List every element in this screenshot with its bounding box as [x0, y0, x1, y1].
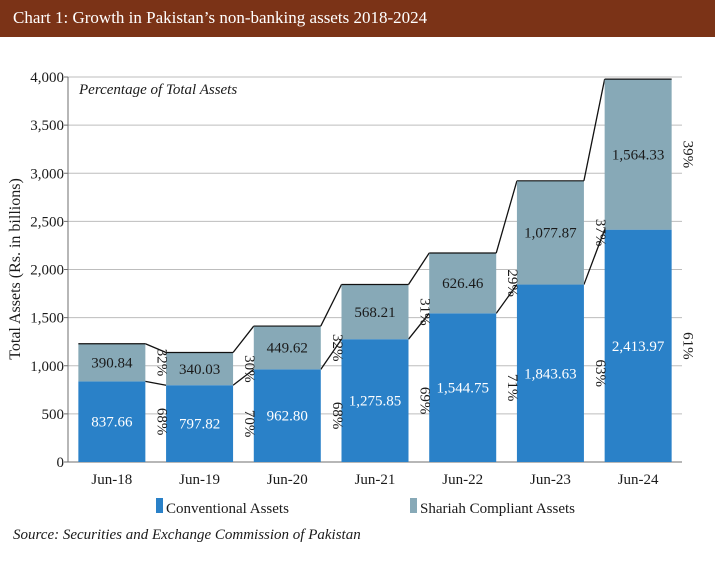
conventional-trend-line: [583, 229, 606, 285]
percent-label-conventional: 63%: [592, 360, 608, 388]
legend-label-shariah: Shariah Compliant Assets: [420, 501, 575, 517]
percent-label-shariah: 37%: [592, 219, 608, 247]
total-trend-line: [232, 325, 255, 353]
conventional-trend-line: [407, 312, 430, 340]
y-axis-title: Total Assets (Rs. in billions): [7, 178, 24, 360]
x-category-label: Jun-19: [179, 472, 220, 488]
conventional-trend-line: [495, 284, 518, 314]
y-tick-label: 2,500: [30, 214, 64, 230]
percent-label-conventional: 68%: [329, 402, 345, 430]
y-tick-label: 1,500: [30, 311, 64, 327]
percent-label-conventional: 70%: [241, 410, 257, 438]
bar-conventional: [516, 284, 584, 462]
x-category-label: Jun-20: [267, 472, 308, 488]
bar-conventional: [78, 381, 146, 462]
y-tick-label: 3,000: [30, 166, 64, 182]
x-category-label: Jun-18: [91, 472, 132, 488]
chart-header: Chart 1: Growth in Pakistan’s non-bankin…: [0, 0, 715, 37]
value-label-shariah: 449.62: [267, 341, 308, 357]
total-trend-line: [583, 78, 606, 181]
value-label-conventional: 962.80: [267, 409, 308, 425]
bar-shariah: [516, 180, 584, 285]
legend: Conventional Assets Shariah Compliant As…: [156, 498, 575, 517]
percent-label-shariah: 39%: [680, 141, 696, 169]
chart-title: Chart 1: Growth in Pakistan’s non-bankin…: [13, 8, 428, 27]
x-category-label: Jun-24: [618, 472, 659, 488]
value-label-shariah: 568.21: [354, 305, 395, 321]
total-trend-line: [407, 252, 430, 285]
trend-lines: [145, 78, 606, 386]
x-category-label: Jun-21: [355, 472, 396, 488]
x-category-label: Jun-23: [530, 472, 571, 488]
chart-annotation: Percentage of Total Assets: [78, 82, 237, 98]
value-label-shariah: 340.03: [179, 362, 220, 378]
value-label-conventional: 1,843.63: [524, 366, 577, 382]
bar-shariah: [253, 326, 321, 370]
value-label-conventional: 2,413.97: [612, 339, 665, 355]
bar-shariah: [341, 284, 409, 340]
percent-label-conventional: 71%: [504, 374, 520, 402]
value-label-shariah: 1,077.87: [524, 226, 577, 242]
y-tick-label: 2,000: [30, 263, 64, 279]
percent-label-shariah: 29%: [504, 269, 520, 297]
total-trend-line: [495, 180, 518, 254]
x-category-label: Jun-22: [442, 472, 483, 488]
bar-conventional: [341, 339, 409, 462]
bar-conventional: [604, 229, 672, 462]
total-trend-line: [320, 284, 343, 327]
percent-label-conventional: 69%: [417, 387, 433, 415]
bar-conventional: [429, 313, 497, 462]
percent-label-shariah: 31%: [417, 298, 433, 326]
bar-conventional: [166, 385, 234, 462]
value-label-conventional: 1,275.85: [349, 394, 402, 410]
percent-label-shariah: 32%: [329, 334, 345, 362]
value-label-shariah: 1,564.33: [612, 147, 665, 163]
conventional-trend-line: [320, 338, 343, 370]
legend-swatch-shariah: [410, 498, 417, 513]
legend-swatch-conventional: [156, 498, 163, 513]
percent-label-shariah: 30%: [241, 355, 257, 383]
value-label-conventional: 1,544.75: [436, 381, 489, 397]
percent-label-shariah: 32%: [153, 349, 169, 377]
conventional-trend-line: [145, 380, 167, 386]
bar-shariah: [429, 253, 497, 314]
bar-shariah: [166, 352, 234, 386]
percent-label-conventional: 61%: [680, 332, 696, 360]
y-tick-label: 0: [57, 455, 65, 471]
bar-conventional: [253, 369, 321, 462]
data-labels: 837.66 390.84 68% 32% Jun-18 797.82 340.03 70% 3…: [91, 141, 695, 488]
y-tick-label: 1,000: [30, 359, 64, 375]
bar-shariah: [78, 343, 146, 382]
bar-shariah: [604, 79, 672, 230]
y-tick-label: 4,000: [30, 70, 64, 86]
percent-label-conventional: 68%: [153, 408, 169, 436]
legend-label-conventional: Conventional Assets: [166, 501, 289, 517]
value-label-shariah: 626.46: [442, 276, 484, 292]
y-tick-label: 3,500: [30, 118, 64, 134]
value-label-conventional: 837.66: [91, 415, 133, 431]
value-label-shariah: 390.84: [91, 356, 133, 372]
bars: [78, 78, 672, 462]
y-tick-label: 500: [42, 407, 65, 423]
stacked-bar-chart: 05001,0001,5002,0002,5003,0003,5004,000 …: [7, 70, 696, 517]
value-label-conventional: 797.82: [179, 417, 220, 433]
total-trend-line: [145, 343, 167, 354]
source-note: Source: Securities and Exchange Commissi…: [13, 527, 361, 543]
conventional-trend-line: [232, 368, 255, 386]
